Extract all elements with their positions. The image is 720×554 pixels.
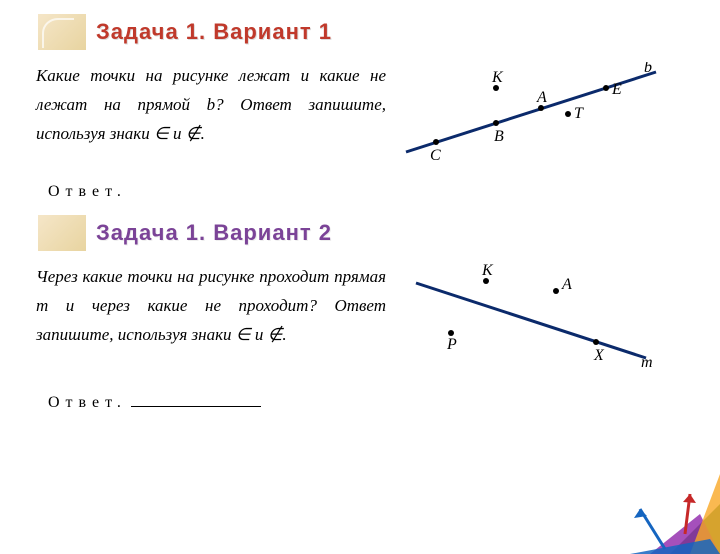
svg-text:P: P	[446, 336, 457, 353]
svg-text:E: E	[611, 81, 622, 98]
task1-heading: Задача 1. Вариант 1	[96, 19, 332, 45]
answer-label: Ответ.	[48, 394, 127, 411]
svg-text:A: A	[536, 89, 547, 106]
svg-text:m: m	[641, 354, 653, 371]
answer-line	[131, 406, 261, 407]
task2-heading: Задача 1. Вариант 2	[96, 220, 332, 246]
task2-answer: Ответ.	[48, 394, 720, 412]
svg-text:K: K	[481, 263, 494, 279]
task1-figure: b C B K A T E	[396, 62, 700, 177]
answer-label: Ответ.	[48, 183, 127, 200]
corner-decoration	[600, 454, 720, 554]
svg-text:A: A	[561, 276, 572, 293]
task1-answer: Ответ.	[48, 183, 720, 201]
task1-text: Какие точки на рисунке лежат и какие не …	[36, 62, 396, 177]
svg-text:T: T	[574, 105, 584, 122]
svg-text:X: X	[593, 347, 605, 364]
svg-text:B: B	[494, 128, 504, 145]
task1-block: Какие точки на рисунке лежат и какие не …	[36, 62, 700, 177]
task2-text: Через какие точки на рисунке проходит пр…	[36, 263, 396, 388]
svg-text:b: b	[644, 62, 652, 76]
svg-text:C: C	[430, 147, 441, 164]
svg-text:K: K	[491, 69, 504, 86]
task2-figure: m K A P X	[396, 263, 700, 388]
bullet-icon	[38, 215, 86, 251]
task2-block: Через какие точки на рисунке проходит пр…	[36, 263, 700, 388]
bullet-icon	[38, 14, 86, 50]
